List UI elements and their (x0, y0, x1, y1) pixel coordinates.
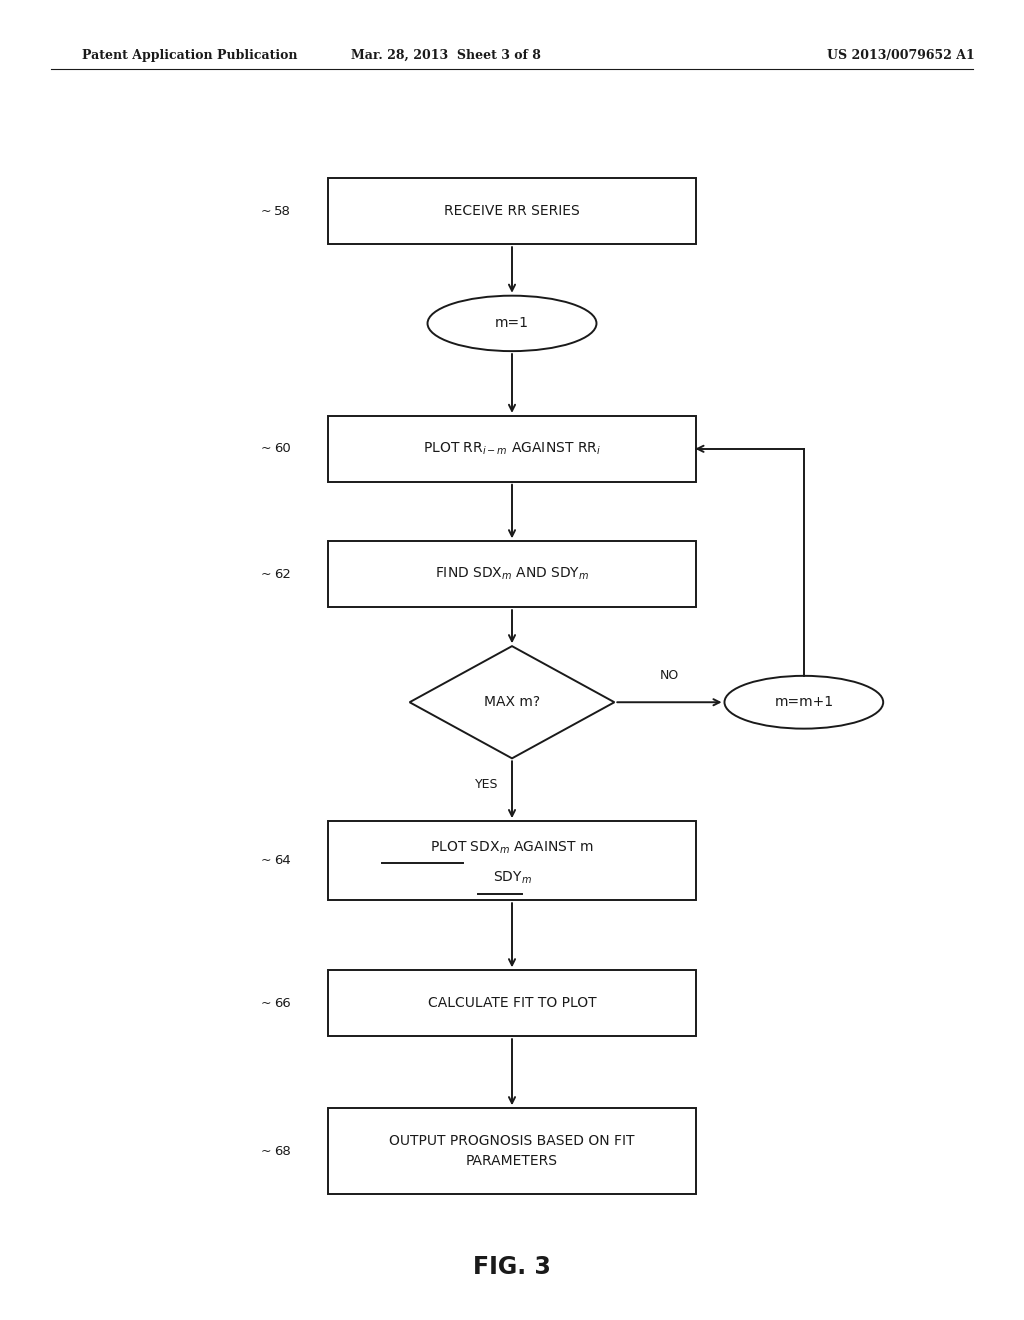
Text: ~: ~ (261, 442, 271, 455)
Text: RECEIVE RR SERIES: RECEIVE RR SERIES (444, 205, 580, 218)
Text: FIG. 3: FIG. 3 (473, 1255, 551, 1279)
FancyBboxPatch shape (328, 416, 696, 482)
Text: SDY$_m$: SDY$_m$ (493, 870, 531, 886)
Text: FIND SDX$_m$ AND SDY$_m$: FIND SDX$_m$ AND SDY$_m$ (435, 566, 589, 582)
Text: US 2013/0079652 A1: US 2013/0079652 A1 (827, 49, 975, 62)
FancyBboxPatch shape (328, 821, 696, 900)
Text: Patent Application Publication: Patent Application Publication (82, 49, 297, 62)
Text: ~: ~ (261, 854, 271, 867)
Text: OUTPUT PROGNOSIS BASED ON FIT
PARAMETERS: OUTPUT PROGNOSIS BASED ON FIT PARAMETERS (389, 1134, 635, 1168)
Ellipse shape (428, 296, 596, 351)
Ellipse shape (725, 676, 883, 729)
Text: MAX m?: MAX m? (484, 696, 540, 709)
FancyBboxPatch shape (328, 1109, 696, 1193)
Text: ~: ~ (261, 568, 271, 581)
Text: Mar. 28, 2013  Sheet 3 of 8: Mar. 28, 2013 Sheet 3 of 8 (350, 49, 541, 62)
Text: PLOT SDX$_m$ AGAINST m: PLOT SDX$_m$ AGAINST m (430, 840, 594, 855)
FancyBboxPatch shape (328, 541, 696, 607)
Text: 60: 60 (274, 442, 291, 455)
Text: m=m+1: m=m+1 (774, 696, 834, 709)
Text: CALCULATE FIT TO PLOT: CALCULATE FIT TO PLOT (428, 997, 596, 1010)
Text: ~: ~ (261, 997, 271, 1010)
Text: 66: 66 (274, 997, 291, 1010)
Text: ~: ~ (261, 1144, 271, 1158)
FancyBboxPatch shape (328, 178, 696, 244)
Text: NO: NO (659, 669, 679, 682)
FancyBboxPatch shape (328, 970, 696, 1036)
Text: PLOT RR$_{i-m}$ AGAINST RR$_i$: PLOT RR$_{i-m}$ AGAINST RR$_i$ (423, 441, 601, 457)
Text: 58: 58 (274, 205, 291, 218)
Polygon shape (410, 645, 614, 758)
Text: ~: ~ (261, 205, 271, 218)
Text: 62: 62 (274, 568, 291, 581)
Text: 64: 64 (274, 854, 291, 867)
Text: YES: YES (475, 779, 498, 791)
Text: 68: 68 (274, 1144, 291, 1158)
Text: m=1: m=1 (495, 317, 529, 330)
